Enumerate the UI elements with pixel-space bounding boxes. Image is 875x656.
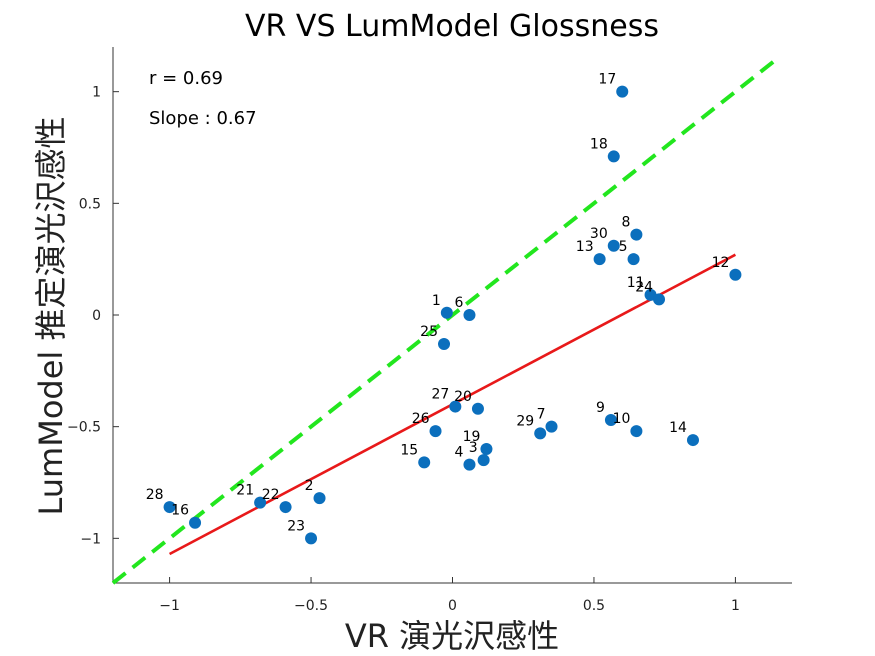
data-point-label-9: 9 (596, 400, 605, 416)
data-point-4 (463, 458, 476, 471)
data-point-17 (616, 85, 629, 98)
x-tick-label: 1 (731, 598, 740, 614)
slope-annotation: Slope : 0.67 (149, 108, 257, 129)
data-point-26 (429, 425, 442, 438)
x-tick-label: 0 (448, 598, 457, 614)
data-point-28 (163, 501, 176, 514)
data-point-25 (438, 338, 451, 351)
data-point-label-4: 4 (455, 445, 464, 461)
data-point-3 (477, 454, 490, 467)
data-point-label-30: 30 (590, 226, 608, 242)
y-ticks: −1 −0.5 0 0.5 1 (67, 85, 119, 547)
data-point-label-7: 7 (537, 407, 546, 423)
data-point-label-6: 6 (455, 295, 464, 311)
chart-title: VR VS LumModel Glossness (245, 9, 659, 44)
data-point-8 (630, 228, 643, 241)
data-point-label-23: 23 (287, 518, 305, 534)
data-point-30 (607, 239, 620, 252)
x-ticks: −1 −0.5 0 0.5 1 (159, 577, 740, 614)
reference-lines (111, 56, 780, 585)
y-tick-label: −0.5 (67, 420, 101, 436)
data-point-label-18: 18 (590, 136, 608, 152)
data-point-label-16: 16 (171, 503, 189, 519)
data-point-21 (254, 496, 267, 509)
data-point-label-3: 3 (469, 440, 478, 456)
data-point-label-11: 11 (627, 275, 645, 291)
data-point-label-13: 13 (576, 239, 594, 255)
data-point-label-21: 21 (236, 483, 254, 499)
data-point-6 (463, 309, 476, 321)
data-point-label-12: 12 (712, 255, 730, 271)
y-axis-label: LumModel 推定演光沢感性 (32, 117, 70, 516)
data-point-15 (418, 456, 431, 469)
data-point-2 (313, 492, 326, 505)
data-point-label-25: 25 (420, 324, 438, 340)
correlation-annotation: r = 0.69 (149, 68, 223, 89)
data-point-label-17: 17 (598, 72, 616, 88)
data-point-label-14: 14 (669, 420, 687, 436)
data-point-13 (593, 253, 606, 266)
data-points (163, 85, 742, 545)
data-point-20 (471, 402, 484, 415)
data-point-label-22: 22 (262, 487, 280, 503)
data-point-label-8: 8 (621, 215, 630, 231)
data-point-label-20: 20 (454, 389, 472, 405)
data-point-label-26: 26 (412, 411, 430, 427)
data-point-23 (305, 532, 318, 545)
data-point-18 (607, 150, 620, 163)
data-point-label-2: 2 (305, 478, 314, 494)
data-point-label-19: 19 (463, 429, 481, 445)
data-point-14 (686, 434, 699, 447)
y-tick-label: 0 (92, 308, 101, 324)
data-point-10 (630, 425, 643, 438)
x-axis-label: VR 演光沢感性 (345, 617, 559, 655)
data-point-19 (480, 443, 493, 455)
data-point-27 (449, 400, 462, 413)
data-point-22 (279, 501, 292, 514)
y-tick-label: 0.5 (79, 196, 101, 212)
data-point-label-28: 28 (146, 487, 164, 503)
data-point-7 (545, 420, 558, 433)
y-tick-label: 1 (92, 85, 101, 101)
data-point-label-27: 27 (432, 387, 450, 403)
x-tick-label: 0.5 (583, 598, 605, 614)
x-tick-label: −0.5 (294, 598, 328, 614)
data-point-24 (653, 293, 666, 306)
data-point-5 (627, 253, 640, 266)
x-tick-label: −1 (159, 598, 180, 614)
data-point-label-1: 1 (432, 293, 441, 309)
data-point-label-29: 29 (516, 413, 534, 429)
data-point-16 (189, 516, 202, 529)
data-point-12 (729, 268, 742, 281)
data-point-label-10: 10 (613, 411, 631, 427)
data-point-9 (604, 413, 617, 426)
data-point-29 (534, 427, 547, 440)
data-point-label-24: 24 (635, 279, 653, 295)
data-point-1 (440, 306, 453, 319)
data-point-label-15: 15 (400, 442, 418, 458)
y-tick-label: −1 (80, 531, 101, 547)
data-point-label-5: 5 (619, 239, 628, 255)
identity-line (111, 56, 780, 585)
